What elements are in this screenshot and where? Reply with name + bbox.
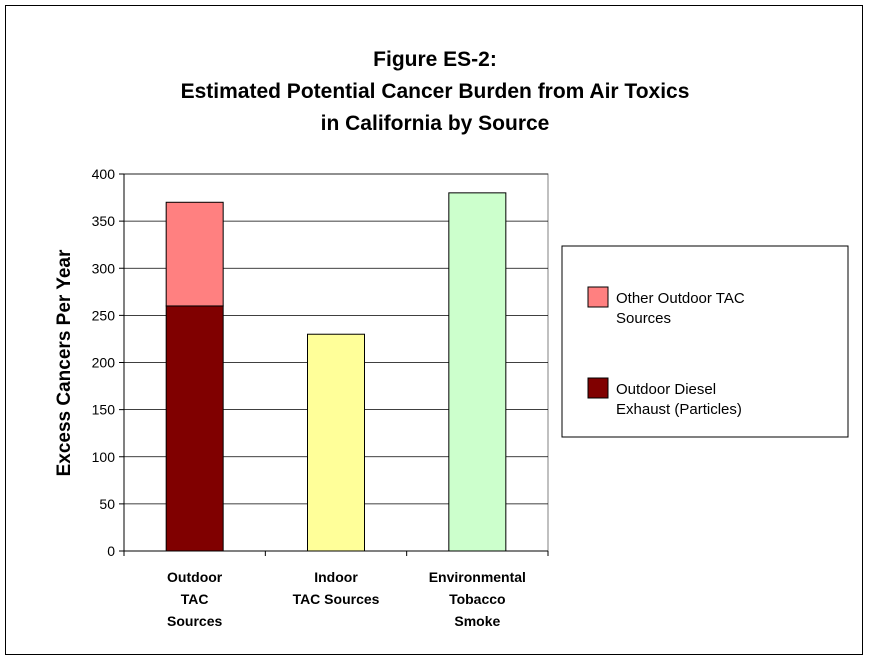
y-tick-label-250: 250: [92, 307, 116, 323]
chart-title-line-2: Estimated Potential Cancer Burden from A…: [181, 80, 690, 103]
y-tick-label-0: 0: [107, 543, 115, 559]
bar-1-segment-2: [165, 201, 224, 307]
y-tick-label-350: 350: [92, 213, 116, 229]
y-tick-label-300: 300: [92, 260, 116, 276]
y-axis-label: Excess Cancers Per Year: [54, 249, 75, 476]
category-label-3-line-1: Environmental: [429, 569, 526, 585]
chart-title-line-1: Figure ES-2:: [373, 48, 497, 71]
y-tick-label-200: 200: [92, 355, 116, 371]
category-label-1-line-2: TAC: [181, 591, 209, 607]
legend-swatch-1: [587, 286, 609, 308]
bar-2-segment-1: [307, 333, 365, 552]
legend-box: [561, 245, 849, 438]
legend-label-1-line-1: Other Outdoor TAC: [616, 290, 745, 307]
y-tick-label-50: 50: [99, 496, 115, 512]
y-tick-label-400: 400: [92, 166, 116, 182]
category-label-3-line-2: Tobacco: [449, 591, 506, 607]
category-label-2-line-1: Indoor: [314, 569, 358, 585]
bar-3-segment-1: [448, 192, 507, 552]
legend-label-1-line-2: Sources: [616, 310, 671, 327]
category-label-2-line-2: TAC Sources: [293, 591, 380, 607]
y-tick-label-150: 150: [92, 402, 116, 418]
y-tick-label-100: 100: [92, 449, 116, 465]
bar-1-segment-1: [165, 305, 224, 552]
legend-label-2-line-1: Outdoor Diesel: [616, 381, 716, 398]
category-label-1-line-3: Sources: [167, 613, 222, 629]
category-label-1-line-1: Outdoor: [167, 569, 223, 585]
category-label-3-line-3: Smoke: [454, 613, 500, 629]
legend-swatch-2: [587, 377, 609, 399]
legend-label-2-line-2: Exhaust (Particles): [616, 401, 742, 418]
chart-title-line-3: in California by Source: [321, 112, 550, 135]
